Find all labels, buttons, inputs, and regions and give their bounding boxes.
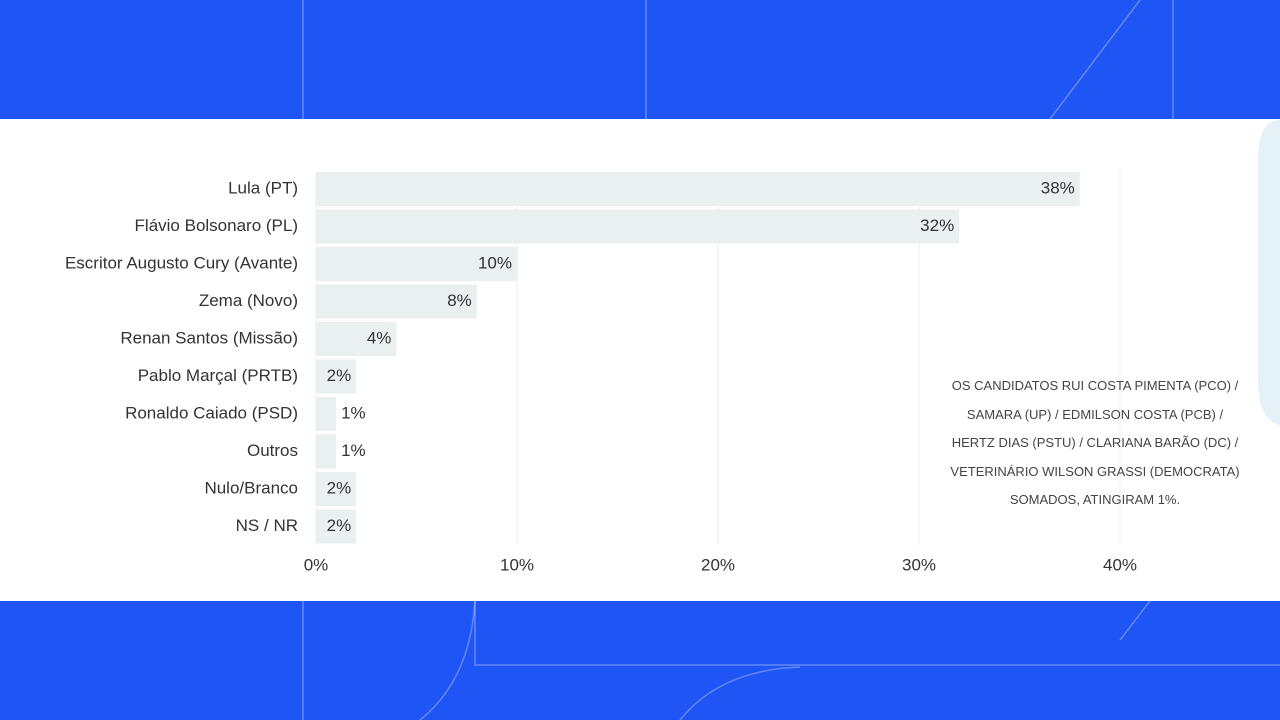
bar <box>316 397 337 431</box>
x-tick-label: 30% <box>902 555 936 574</box>
bar <box>316 509 357 544</box>
bar <box>316 284 477 319</box>
deco-line <box>474 601 1280 666</box>
y-tick-label: Nulo/Branco <box>204 478 298 497</box>
y-tick-label: Renan Santos (Missão) <box>120 328 298 347</box>
y-tick-label: Ronaldo Caiado (PSD) <box>125 403 298 422</box>
y-tick-label: Outros <box>247 441 298 460</box>
y-tick-label: Pablo Marçal (PRTB) <box>138 366 298 385</box>
x-tick-label: 20% <box>701 555 735 574</box>
deco-line <box>419 600 476 720</box>
x-tick-label: 40% <box>1103 555 1137 574</box>
value-label: 10% <box>478 253 512 272</box>
value-label: 2% <box>327 478 352 497</box>
bar <box>316 359 357 394</box>
y-tick-label: Zema (Novo) <box>199 291 298 310</box>
value-label: 4% <box>367 328 392 347</box>
deco-line <box>1119 600 1151 641</box>
bar <box>316 172 1080 206</box>
bar <box>316 472 357 506</box>
value-label: 32% <box>920 216 954 235</box>
panel-accent <box>1258 120 1280 425</box>
bar <box>316 247 517 281</box>
decoration <box>302 0 1280 720</box>
value-label: 1% <box>341 403 366 422</box>
x-tick-label: 0% <box>304 555 329 574</box>
x-tick-label: 10% <box>500 555 534 574</box>
bar <box>316 434 337 469</box>
y-tick-label: Escritor Augusto Cury (Avante) <box>65 253 298 272</box>
value-label: 2% <box>327 366 352 385</box>
value-label: 8% <box>447 291 472 310</box>
value-label: 2% <box>327 516 352 535</box>
value-label: 1% <box>341 441 366 460</box>
y-tick-label: Flávio Bolsonaro (PL) <box>135 216 298 235</box>
deco-line <box>1049 0 1141 120</box>
y-tick-label: Lula (PT) <box>228 178 298 197</box>
bar <box>316 209 960 244</box>
y-tick-label: NS / NR <box>236 516 298 535</box>
bar <box>316 322 397 356</box>
deco-line <box>679 666 801 720</box>
value-label: 38% <box>1041 178 1075 197</box>
annotation: OS CANDIDATOS RUI COSTA PIMENTA (PCO) / … <box>950 378 1240 507</box>
